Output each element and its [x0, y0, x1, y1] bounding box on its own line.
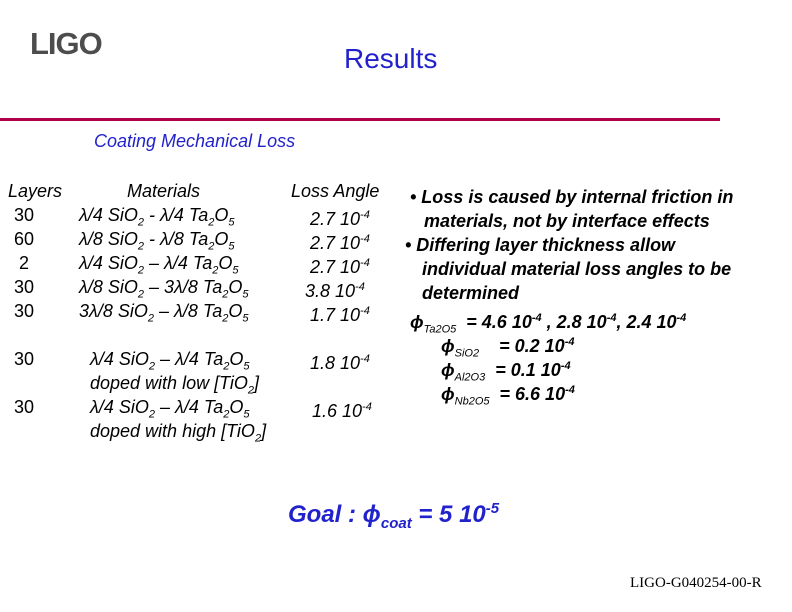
ligo-logo: LIGO — [30, 26, 103, 61]
row6-loss: 1.8 10-4 — [310, 353, 370, 373]
document-id: LIGO-G040254-00-R — [630, 575, 762, 591]
row6-layers: 30 — [14, 349, 35, 369]
bullet-2-line-3: determined — [422, 283, 520, 303]
row5-layers: 30 — [14, 301, 35, 321]
row3-layers: 2 — [19, 253, 30, 273]
header-loss-angle: Loss Angle — [291, 181, 380, 201]
header-layers: Layers — [8, 181, 63, 201]
row7-materials: λ/4 SiO2 – λ/4 Ta2O5 — [90, 397, 250, 421]
title-divider — [0, 118, 720, 121]
row4-materials: λ/8 SiO2 – 3λ/8 Ta2O5 — [79, 277, 249, 301]
row7-note: doped with high [TiO2] — [90, 421, 267, 445]
bullet-2-line-2: individual material loss angles to be — [422, 259, 732, 279]
row3-materials: λ/4 SiO2 – λ/4 Ta2O5 — [79, 253, 239, 277]
bullet-1-line-2: materials, not by interface effects — [424, 211, 710, 231]
row2-layers: 60 — [14, 229, 35, 249]
section-subtitle: Coating Mechanical Loss — [94, 131, 296, 151]
row6-note: doped with low [TiO2] — [90, 373, 260, 397]
bullet-2-line-1: • Differing layer thickness allow — [405, 235, 676, 255]
slide-title: Results — [344, 43, 438, 74]
phi-al2o3: ϕAl2O3 = 0.1 10-4 — [441, 360, 571, 384]
phi-ta2o5: ϕTa2O5 = 4.6 10-4 , 2.8 10-4, 2.4 10-4 — [410, 312, 687, 336]
row1-materials: λ/4 SiO2 - λ/4 Ta2O5 — [79, 205, 235, 229]
row7-loss: 1.6 10-4 — [312, 401, 372, 421]
row6-materials: λ/4 SiO2 – λ/4 Ta2O5 — [90, 349, 250, 373]
row4-layers: 30 — [14, 277, 35, 297]
row4-loss: 3.8 10-4 — [305, 281, 365, 301]
header-materials: Materials — [127, 181, 201, 201]
row5-loss: 1.7 10-4 — [310, 305, 370, 325]
phi-nb2o5: ϕNb2O5 = 6.6 10-4 — [441, 384, 575, 408]
row1-layers: 30 — [14, 205, 35, 225]
row5-materials: 3λ/8 SiO2 – λ/8 Ta2O5 — [79, 301, 249, 325]
row3-loss: 2.7 10-4 — [310, 257, 370, 277]
phi-sio2: ϕSiO2 = 0.2 10-4 — [441, 336, 575, 360]
goal-statement: Goal : ϕcoat = 5 10-5 — [288, 500, 500, 532]
row7-layers: 30 — [14, 397, 35, 417]
row1-loss: 2.7 10-4 — [310, 209, 370, 229]
row2-loss: 2.7 10-4 — [310, 233, 370, 253]
bullet-1-line-1: • Loss is caused by internal friction in — [410, 187, 734, 207]
row2-materials: λ/8 SiO2 - λ/8 Ta2O5 — [79, 229, 235, 253]
